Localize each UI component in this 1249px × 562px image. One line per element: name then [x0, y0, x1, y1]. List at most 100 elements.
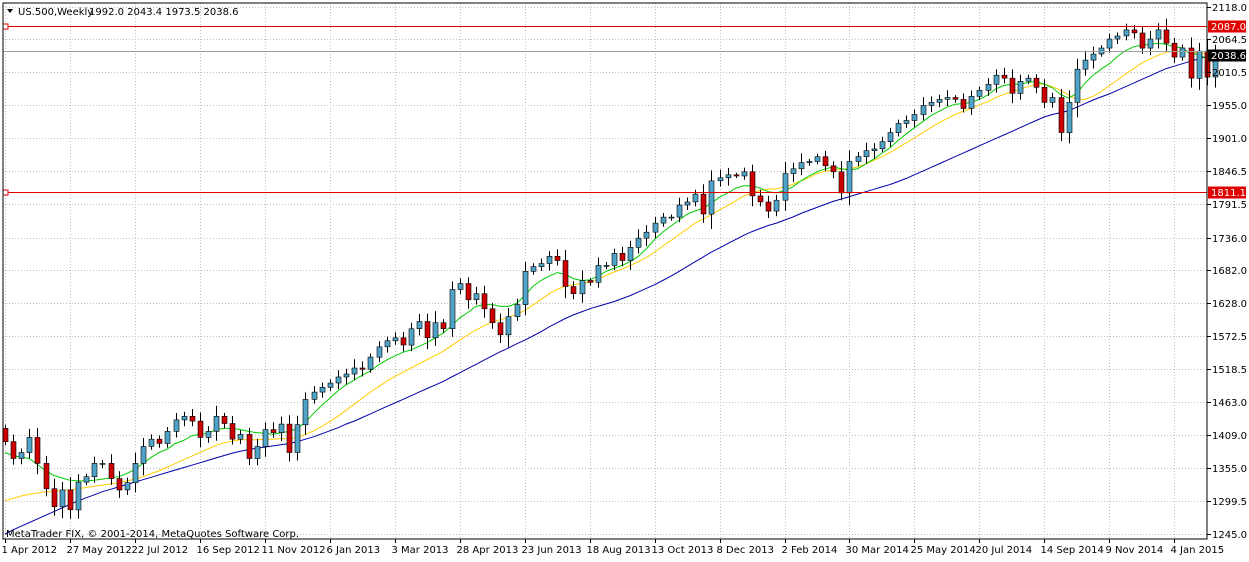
candle-body	[140, 446, 147, 464]
candle-body	[765, 201, 772, 212]
candle	[132, 452, 139, 493]
candle	[221, 412, 228, 429]
candle-body	[595, 265, 602, 283]
candle-body	[960, 99, 967, 109]
horizontal-lines[interactable]: 2087.0 1811.1 2038.6	[2, 20, 1246, 200]
candle-body	[465, 283, 472, 301]
candle	[1082, 50, 1089, 76]
candle	[156, 435, 163, 448]
candle	[229, 416, 236, 445]
candle-body	[1155, 29, 1162, 40]
dropdown-arrow-icon[interactable]	[7, 9, 13, 13]
candle	[1106, 33, 1113, 53]
candle	[408, 322, 415, 352]
candle-body	[895, 123, 902, 133]
copyright-text: MetaTrader FIX, © 2001-2014, MetaQuotes …	[6, 529, 299, 540]
candle-body	[83, 476, 90, 483]
candle-body	[432, 322, 439, 339]
candle	[335, 370, 342, 390]
candle-body	[91, 463, 98, 477]
candle-body	[985, 84, 992, 91]
y-tick-label: 1245.0	[1212, 530, 1247, 541]
y-tick-label: 1409.0	[1212, 431, 1247, 442]
candle-body	[798, 162, 805, 169]
candle-body	[1139, 32, 1146, 49]
x-tick-label: 9 Nov 2014	[1106, 545, 1164, 556]
candle	[562, 250, 569, 299]
candle-body	[294, 424, 301, 453]
candle-body	[570, 286, 577, 294]
candle-body	[587, 280, 594, 283]
candle-body	[473, 293, 480, 301]
candle-body	[717, 177, 724, 182]
candle	[116, 471, 123, 498]
candle	[863, 142, 870, 164]
candle-body	[213, 415, 220, 432]
x-tick-label: 11 Nov 2012	[262, 545, 326, 556]
candle-body	[59, 489, 66, 508]
candles	[2, 18, 1227, 519]
candle-body	[993, 74, 1000, 85]
candle	[855, 152, 862, 167]
candle	[643, 225, 650, 247]
candle	[237, 430, 244, 445]
candle-body	[335, 376, 342, 384]
y-tick-label: 2118.0	[1212, 3, 1247, 14]
candle	[416, 313, 423, 336]
candle-body	[1001, 74, 1008, 79]
candle-body	[944, 97, 951, 100]
candle-body	[51, 488, 58, 508]
candle-body	[229, 423, 236, 440]
candle-body	[790, 168, 797, 174]
candle-body	[814, 156, 821, 162]
candle	[457, 278, 464, 295]
candle	[319, 382, 326, 398]
candle	[985, 78, 992, 96]
candle	[270, 422, 277, 438]
candle	[67, 477, 74, 519]
candle	[814, 153, 821, 165]
candle-body	[1163, 29, 1170, 44]
candle	[1074, 58, 1081, 118]
candle	[968, 90, 975, 115]
candle	[1025, 74, 1032, 85]
candle-body	[1114, 35, 1121, 40]
candle-body	[1058, 97, 1065, 133]
candle-body	[611, 253, 618, 266]
candle-body	[270, 429, 277, 433]
candle	[278, 416, 285, 441]
candle	[782, 161, 789, 211]
x-tick-label: 14 Sep 2014	[1041, 545, 1104, 556]
candle	[489, 302, 496, 329]
candle-body	[863, 150, 870, 157]
line-handle[interactable]	[2, 189, 9, 196]
candle-body	[359, 367, 366, 370]
candle-body	[806, 161, 813, 164]
candle-body	[1123, 29, 1130, 37]
candle	[717, 169, 724, 187]
candle-body	[489, 308, 496, 323]
candle-body	[668, 216, 675, 219]
candle-body	[1196, 50, 1203, 79]
candle-body	[773, 199, 780, 212]
header: US.500,Weekly 1992.0 2043.4 1973.5 2038.…	[7, 7, 239, 18]
candle-body	[457, 283, 464, 290]
candle	[936, 94, 943, 108]
line-handle[interactable]	[2, 23, 9, 30]
candle-body	[132, 463, 139, 483]
candle	[449, 281, 456, 337]
candle-body	[1188, 47, 1195, 79]
candle-body	[782, 173, 789, 201]
x-tick-label: 4 Jan 2015	[1171, 545, 1225, 556]
y-tick-label: 1572.5	[1212, 332, 1247, 343]
x-tick-label: 25 May 2014	[911, 545, 976, 556]
y-tick-label: 2064.5	[1212, 35, 1247, 46]
candle	[903, 115, 910, 128]
candle	[205, 426, 212, 443]
candle	[668, 214, 675, 221]
candle	[505, 308, 512, 348]
candle	[887, 127, 894, 147]
candle	[124, 477, 131, 495]
